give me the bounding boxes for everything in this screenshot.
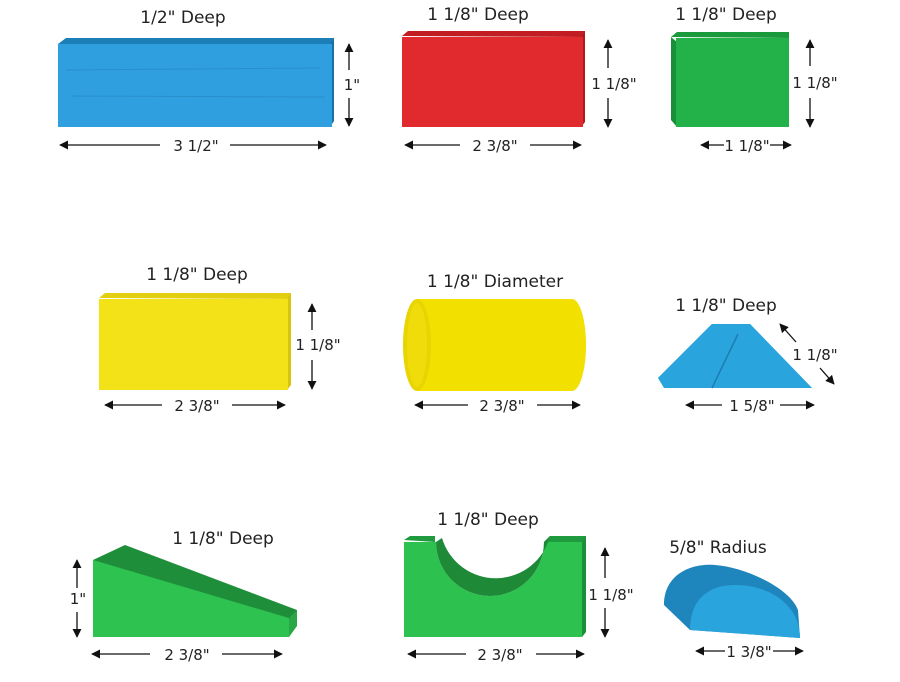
red-block	[402, 31, 585, 127]
blue-half-round	[664, 564, 800, 638]
green-cube-depth: 1 1/8" Deep	[675, 5, 777, 25]
blue-triangle	[658, 324, 812, 389]
green-ramp-width: 2 3/8"	[164, 646, 209, 664]
blue-long-block-width: 3 1/2"	[173, 137, 218, 155]
green-ramp-depth: 1 1/8" Deep	[172, 529, 274, 549]
green-arch-height: 1 1/8"	[588, 586, 633, 604]
yellow-cylinder-diameter: 1 1/8" Diameter	[427, 272, 563, 292]
green-arch	[404, 536, 586, 637]
green-cube-height: 1 1/8"	[792, 74, 837, 92]
red-block-width: 2 3/8"	[472, 137, 517, 155]
yellow-block-height: 1 1/8"	[295, 336, 340, 354]
yellow-cylinder	[403, 299, 586, 391]
blue-triangle-width: 1 5/8"	[729, 397, 774, 415]
yellow-cylinder-width: 2 3/8"	[479, 397, 524, 415]
green-cube	[671, 32, 789, 127]
red-block-depth: 1 1/8" Deep	[427, 5, 529, 25]
yellow-block-depth: 1 1/8" Deep	[146, 265, 248, 285]
blue-triangle-height: 1 1/8"	[792, 346, 837, 364]
blue-half-round-width: 1 3/8"	[726, 643, 771, 661]
blue-long-block-depth: 1/2" Deep	[140, 8, 225, 28]
yellow-block-width: 2 3/8"	[174, 397, 219, 415]
red-block-height: 1 1/8"	[591, 75, 636, 93]
green-arch-depth: 1 1/8" Deep	[437, 510, 539, 530]
blue-long-block	[58, 38, 334, 127]
yellow-block	[99, 293, 291, 390]
blue-half-round-radius: 5/8" Radius	[669, 538, 767, 558]
green-cube-width: 1 1/8"	[724, 137, 769, 155]
blue-triangle-depth: 1 1/8" Deep	[675, 296, 777, 316]
green-ramp-height: 1"	[70, 590, 86, 608]
blue-long-block-height: 1"	[344, 76, 360, 94]
green-ramp	[93, 545, 297, 637]
green-arch-width: 2 3/8"	[477, 646, 522, 664]
